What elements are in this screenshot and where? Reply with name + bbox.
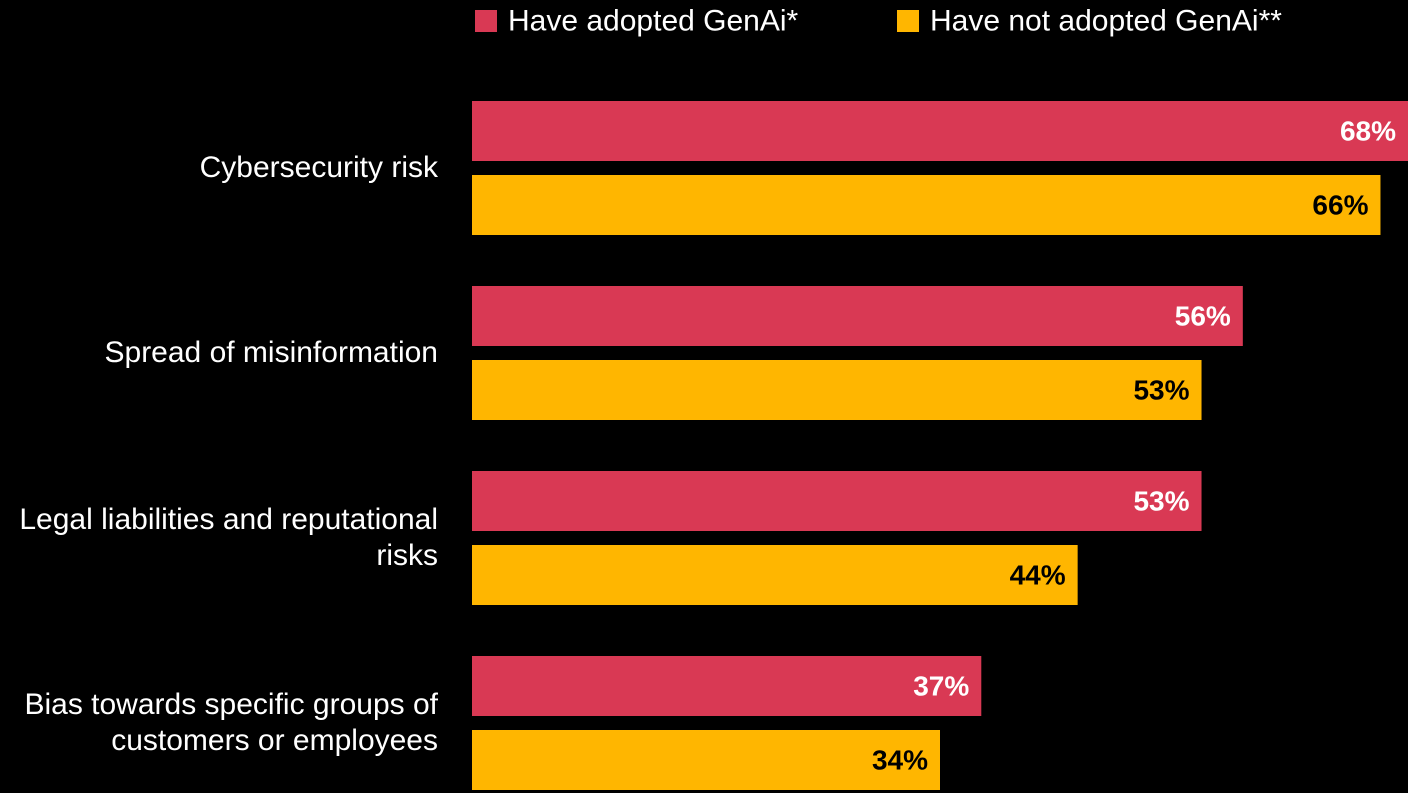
value-label: 66%	[1312, 190, 1368, 221]
bar	[472, 360, 1202, 420]
bar	[472, 656, 982, 716]
bar	[472, 101, 1408, 161]
bar	[472, 545, 1078, 605]
value-label: 34%	[872, 745, 928, 776]
value-label: 37%	[913, 671, 969, 702]
value-label: 53%	[1133, 375, 1189, 406]
bar	[472, 471, 1202, 531]
value-label: 53%	[1133, 486, 1189, 517]
value-label: 68%	[1340, 116, 1396, 147]
value-label: 44%	[1010, 560, 1066, 591]
category-label: Bias towards specific groups of customer…	[24, 688, 438, 757]
legend-label: Have not adopted GenAi**	[930, 5, 1282, 38]
value-label: 56%	[1175, 301, 1231, 332]
bar	[472, 175, 1381, 235]
legend-label: Have adopted GenAi*	[508, 5, 799, 38]
category-label: Spread of misinformation	[104, 336, 439, 369]
legend-swatch	[897, 10, 919, 32]
category-label: Cybersecurity risk	[199, 151, 438, 184]
category-label: Legal liabilities and reputational risks	[19, 503, 438, 572]
bar	[472, 286, 1243, 346]
legend-swatch	[475, 10, 497, 32]
bar	[472, 730, 940, 790]
